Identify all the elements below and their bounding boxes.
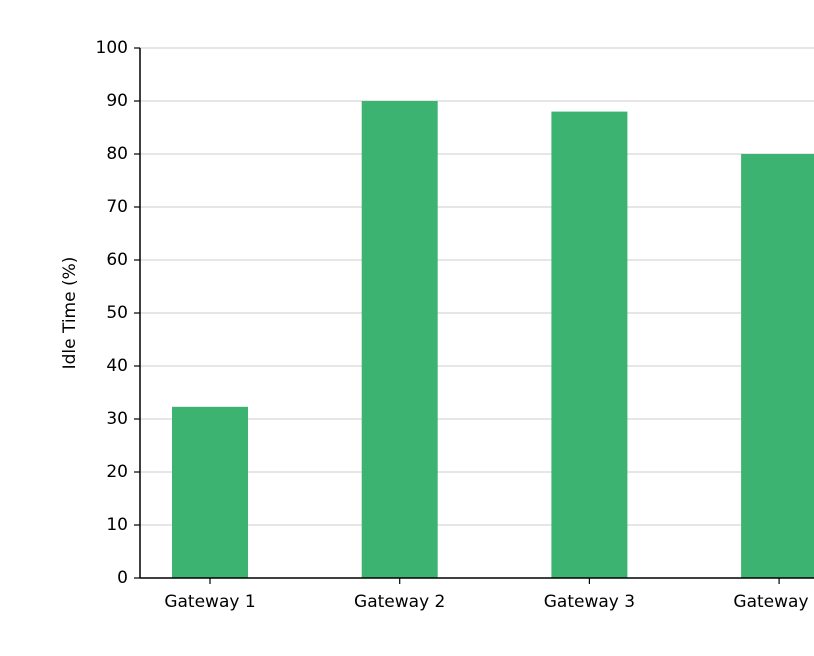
bar xyxy=(551,111,628,578)
y-tick-label: 20 xyxy=(106,462,128,482)
y-axis-label: Idle Time (%) xyxy=(60,257,80,370)
y-tick-label: 70 xyxy=(106,197,128,217)
y-tick-label: 30 xyxy=(106,409,128,429)
y-tick-label: 40 xyxy=(106,356,128,376)
y-tick-label: 0 xyxy=(117,568,128,588)
bar xyxy=(741,154,814,578)
x-tick-label: Gateway 4 xyxy=(733,592,814,612)
x-tick-label: Gateway 1 xyxy=(164,592,255,612)
y-tick-label: 100 xyxy=(96,38,128,58)
y-tick-label: 10 xyxy=(106,515,128,535)
y-tick-label: 60 xyxy=(106,250,128,270)
x-tick-label: Gateway 3 xyxy=(544,592,635,612)
bar xyxy=(361,101,438,578)
y-tick-label: 50 xyxy=(106,303,128,323)
y-tick-label: 90 xyxy=(106,91,128,111)
bar xyxy=(172,406,248,578)
y-tick-label: 80 xyxy=(106,144,128,164)
x-tick-label: Gateway 2 xyxy=(354,592,445,612)
